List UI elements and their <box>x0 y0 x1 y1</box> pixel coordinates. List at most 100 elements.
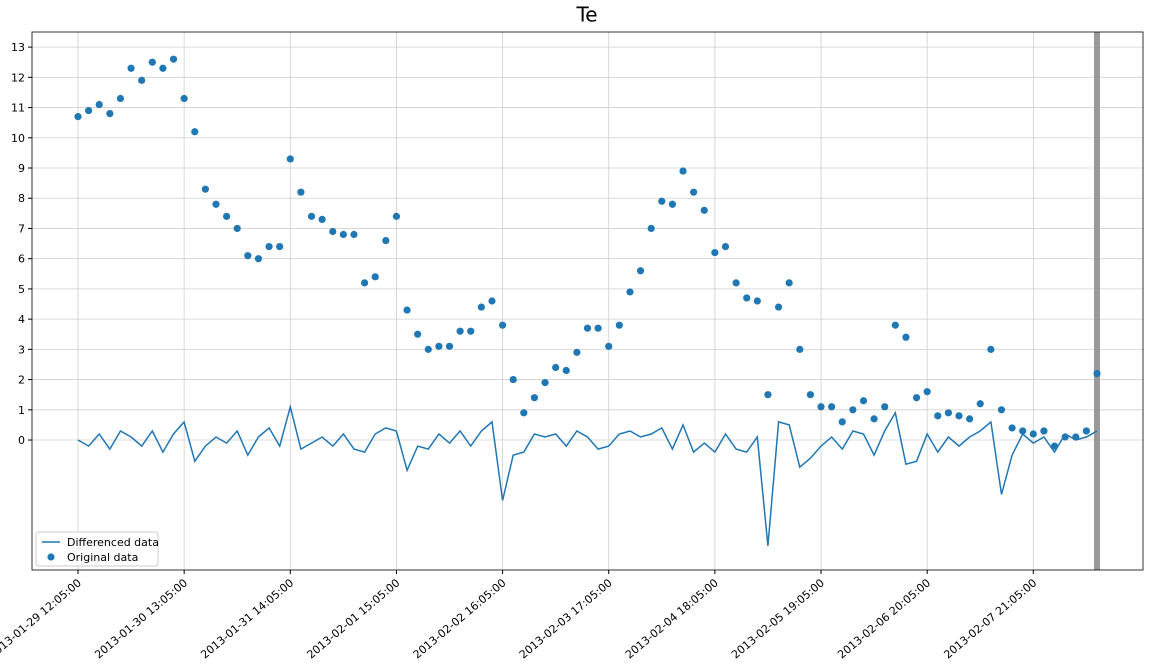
x-tick-label: 2013-02-03 17:05:00 <box>517 576 615 661</box>
point <box>541 379 549 387</box>
point <box>1093 369 1101 378</box>
point <box>488 297 496 305</box>
y-tick-label: 12 <box>11 71 25 84</box>
point <box>849 406 857 414</box>
y-tick-label: 5 <box>18 283 25 296</box>
point <box>520 409 528 417</box>
point <box>838 418 846 426</box>
point <box>1082 427 1090 435</box>
point <box>329 227 337 236</box>
y-tick-label: 4 <box>18 313 25 326</box>
point <box>796 345 804 353</box>
x-tick-label: 2013-01-29 12:05:00 <box>0 576 84 661</box>
point <box>159 64 167 72</box>
point <box>658 197 666 205</box>
point <box>1019 427 1027 435</box>
x-tick-label: 2013-02-07 21:05:00 <box>941 576 1039 661</box>
point <box>1050 442 1059 450</box>
point <box>212 200 220 208</box>
point <box>902 333 910 341</box>
point <box>817 403 825 411</box>
point <box>764 391 772 399</box>
point <box>912 394 921 402</box>
point <box>573 348 581 356</box>
point <box>223 212 231 220</box>
point <box>530 394 539 402</box>
y-tick-label: 3 <box>18 343 25 356</box>
point <box>1072 433 1080 441</box>
point <box>668 200 677 208</box>
point <box>700 206 708 214</box>
point <box>201 185 209 193</box>
point <box>233 224 241 233</box>
point <box>85 106 93 115</box>
point <box>743 294 751 302</box>
point <box>74 113 82 121</box>
x-tick-label: 2013-02-04 18:05:00 <box>623 576 721 661</box>
line <box>77 403 1098 546</box>
chart-title: Te <box>575 3 597 27</box>
point <box>445 342 454 350</box>
point <box>828 403 836 411</box>
plot-frame <box>31 31 1144 571</box>
point <box>414 330 422 338</box>
x-tick-label: 2013-02-01 15:05:00 <box>305 576 403 661</box>
point <box>286 155 294 163</box>
point <box>870 415 878 423</box>
point <box>881 403 889 411</box>
legend-box <box>35 531 159 567</box>
point <box>923 388 931 396</box>
point <box>127 64 135 72</box>
y-tick-label: 11 <box>11 102 25 115</box>
legend-marker <box>47 553 55 561</box>
point <box>509 375 517 384</box>
point <box>265 242 273 251</box>
point <box>732 279 740 287</box>
point <box>806 391 815 399</box>
y-tick-label: 0 <box>18 434 25 447</box>
legend-label: Differenced data <box>67 536 159 549</box>
point <box>1008 424 1016 432</box>
point <box>403 306 411 314</box>
point <box>318 215 326 223</box>
point <box>456 327 464 335</box>
point <box>191 128 199 136</box>
point <box>859 397 868 405</box>
point <box>148 58 156 66</box>
x-tick-label: 2013-01-30 13:05:00 <box>92 576 190 661</box>
point <box>636 267 645 275</box>
point <box>753 297 761 305</box>
point <box>721 242 730 251</box>
point <box>244 252 252 260</box>
point <box>138 76 146 84</box>
x-tick-label: 2013-02-02 16:05:00 <box>411 576 509 661</box>
point <box>583 324 592 332</box>
y-tick-label: 10 <box>11 132 25 145</box>
point <box>467 327 475 335</box>
point <box>987 345 995 353</box>
point <box>690 188 698 196</box>
point <box>169 55 178 63</box>
point <box>276 242 284 251</box>
point <box>180 94 188 103</box>
point <box>966 415 974 423</box>
point <box>594 324 602 332</box>
point <box>392 212 401 220</box>
point <box>106 110 114 118</box>
point <box>435 342 443 350</box>
point <box>1061 433 1069 441</box>
point <box>424 345 432 353</box>
point <box>477 303 485 311</box>
point <box>934 412 942 420</box>
point <box>626 288 634 296</box>
point <box>955 412 963 420</box>
point <box>339 230 347 239</box>
y-tick-label: 9 <box>18 162 25 175</box>
x-tick-label: 2013-02-06 20:05:00 <box>835 576 933 661</box>
point <box>382 236 390 245</box>
point <box>615 321 623 329</box>
point <box>785 279 793 287</box>
point <box>95 100 103 109</box>
point <box>254 255 263 263</box>
